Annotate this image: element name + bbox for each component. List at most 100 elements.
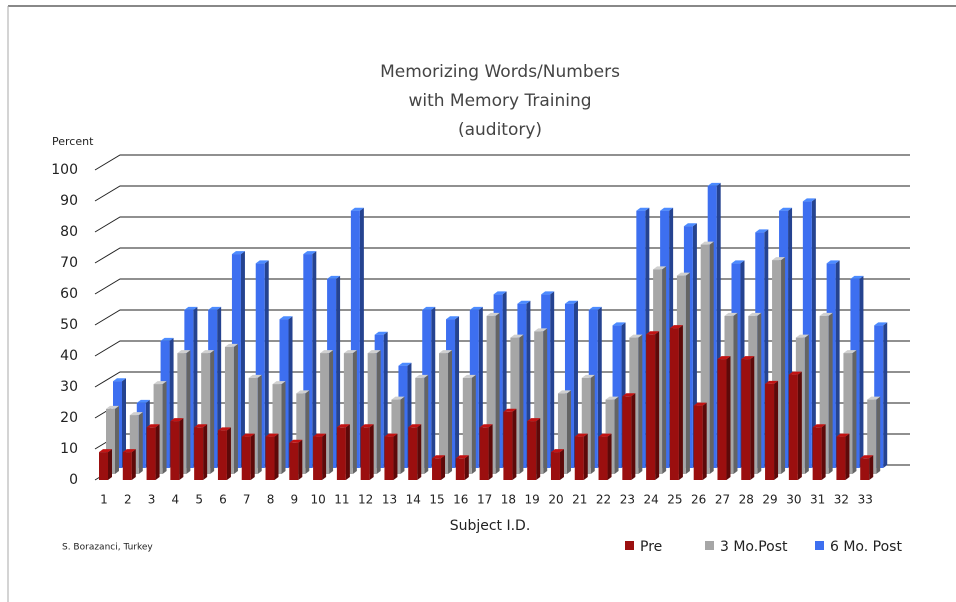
bar (217, 430, 227, 480)
x-tick-label: 18 (501, 493, 516, 507)
bar-top (279, 316, 293, 320)
bar (860, 458, 870, 480)
bar-side (233, 343, 238, 474)
bar-side (376, 350, 381, 474)
bar-side (835, 260, 840, 468)
x-tick-label: 11 (334, 493, 349, 507)
bar-top (146, 424, 160, 428)
bar-side (607, 433, 612, 480)
bar-top (812, 424, 826, 428)
bar-side (488, 424, 493, 480)
bar-top (788, 371, 802, 375)
bar-side (226, 427, 231, 480)
y-tick-label: 50 (60, 317, 78, 333)
bar-top (320, 350, 334, 354)
bar-top (160, 337, 174, 341)
y-tick-label: 80 (60, 224, 78, 240)
bar-side (876, 396, 881, 474)
bar (303, 254, 313, 468)
bar-side (298, 439, 303, 480)
bar-side (631, 393, 636, 480)
bar-side (464, 455, 469, 480)
bar-side (883, 322, 888, 468)
x-tick-label: 17 (477, 493, 492, 507)
x-tick-label: 8 (267, 493, 275, 507)
bar-top (503, 408, 517, 412)
bar (812, 427, 822, 480)
bar-top (622, 393, 636, 397)
grid-line (94, 185, 910, 202)
bar-side (217, 306, 222, 468)
bar-side (655, 331, 660, 480)
bar (693, 405, 703, 480)
x-tick-label: 23 (620, 493, 635, 507)
bar-top (557, 390, 571, 394)
bar-top (106, 405, 119, 409)
bar-top (170, 418, 184, 422)
legend-label: 6 Mo. Post (830, 539, 902, 555)
x-tick-label: 28 (739, 493, 754, 507)
bar-top (296, 390, 310, 394)
bar-side (590, 374, 595, 474)
bar-top (564, 300, 578, 304)
bar-side (322, 433, 327, 480)
bar-top (136, 399, 150, 403)
x-tick-label: 16 (453, 493, 468, 507)
x-tick-label: 1 (100, 493, 108, 507)
bar (241, 436, 251, 480)
bar (669, 328, 679, 480)
bar-side (811, 198, 816, 468)
bar-top (819, 312, 833, 316)
bar-top (605, 396, 619, 400)
bar (313, 436, 323, 480)
bar-side (431, 306, 436, 468)
bar-side (210, 350, 215, 474)
bar (527, 421, 537, 480)
bar (367, 353, 377, 474)
bar-side (566, 390, 571, 474)
bar-top (201, 350, 215, 354)
y-tick-label: 30 (60, 379, 78, 395)
bar-top (415, 374, 429, 378)
bar-top (336, 424, 350, 428)
bar-top (724, 312, 738, 316)
bar-top (231, 251, 245, 255)
bar (843, 353, 853, 474)
bar (772, 260, 782, 474)
bar-side (203, 424, 208, 480)
bar-top (272, 381, 286, 385)
bar-side (709, 241, 714, 474)
bar-side (417, 424, 422, 480)
bar-side (393, 433, 398, 480)
bar-top (772, 257, 786, 261)
bar-top (510, 334, 524, 338)
bar (432, 458, 442, 480)
bar-side (155, 424, 160, 480)
bar-top (517, 300, 531, 304)
bar (581, 377, 591, 474)
y-tick-label: 0 (69, 472, 78, 488)
bar (598, 436, 608, 480)
bar-side (281, 381, 286, 474)
bar-top (867, 396, 881, 400)
bar-side (614, 396, 619, 474)
bar-side (702, 402, 707, 480)
bar-top (676, 272, 690, 276)
bar-side (264, 260, 269, 468)
bar-side (757, 312, 762, 474)
bar (201, 353, 211, 474)
bar-top (432, 455, 446, 459)
bar-top (612, 322, 626, 326)
bar-top (343, 350, 357, 354)
bar (479, 427, 489, 480)
bar-top (129, 412, 143, 416)
bar (265, 436, 275, 480)
bar (788, 374, 798, 480)
bar-top (795, 334, 809, 338)
bar-top (422, 306, 436, 310)
bar (350, 210, 360, 468)
bar-top (574, 433, 588, 437)
bar-side (250, 433, 255, 480)
bar-side (336, 275, 341, 468)
